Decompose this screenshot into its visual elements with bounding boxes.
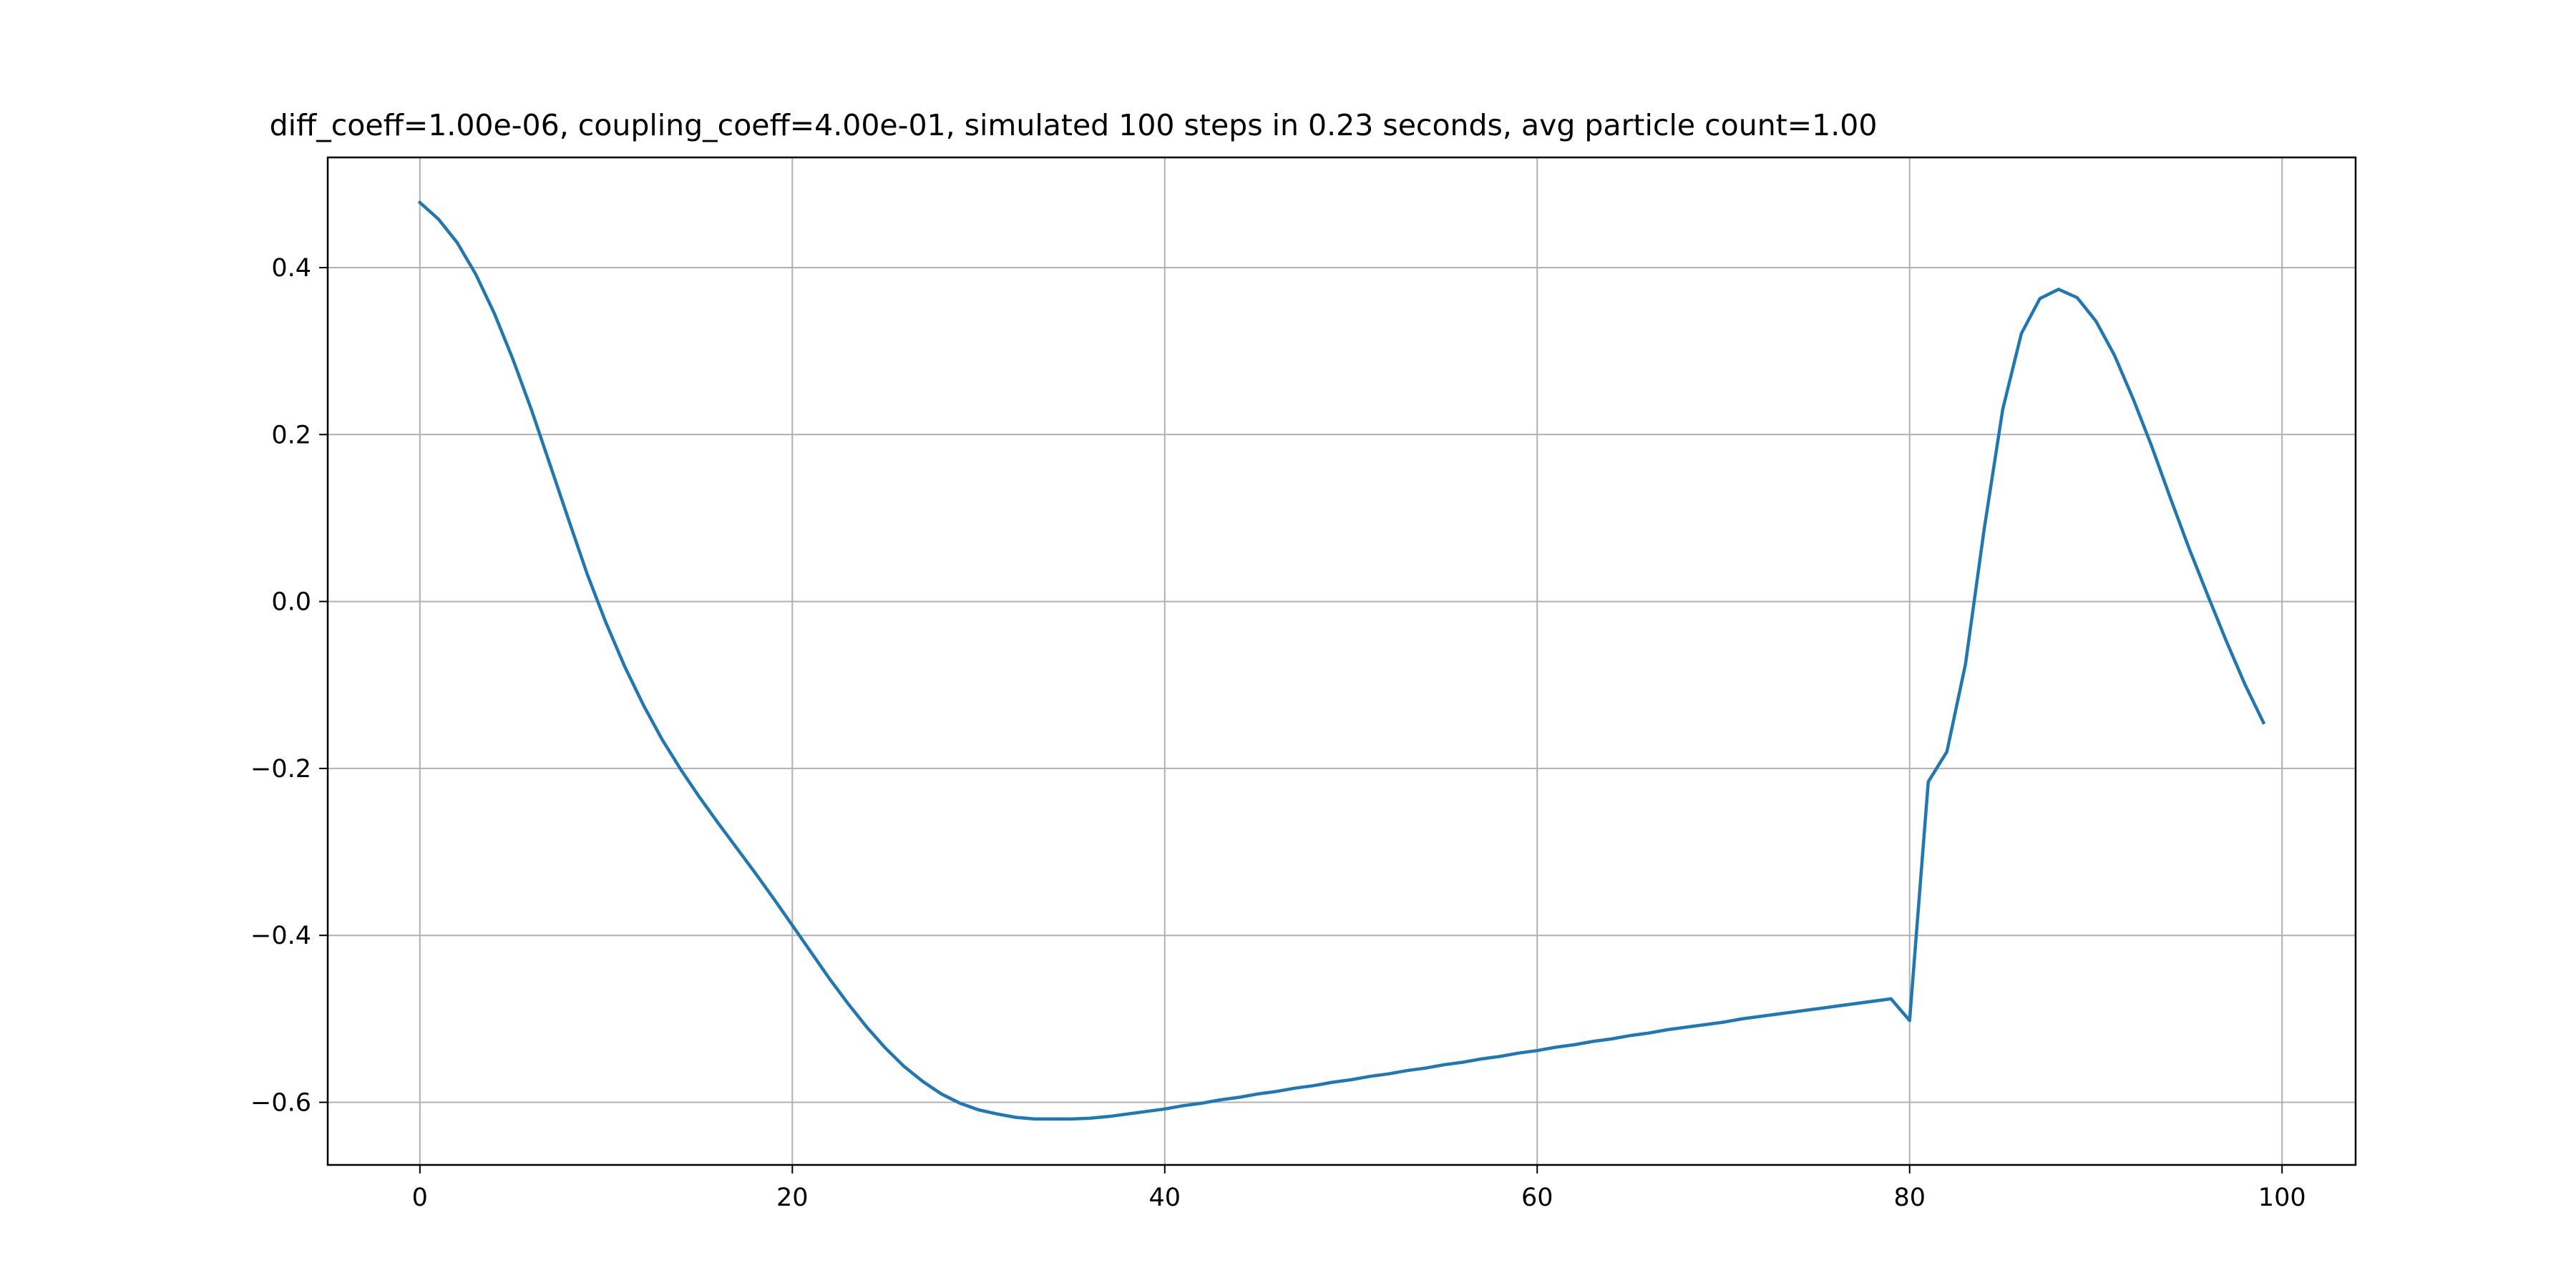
y-tick-label: −0.6	[250, 1089, 311, 1118]
plot-area-frame	[326, 156, 2357, 1166]
y-gridlines	[328, 266, 2356, 1103]
x-tick-label: 100	[2258, 1184, 2306, 1212]
x-tick-label: 80	[1893, 1184, 1926, 1212]
x-tick-label: 60	[1521, 1184, 1553, 1212]
series-layer	[417, 200, 2266, 1121]
series-line	[417, 200, 2266, 1121]
y-tick-label: 0.4	[271, 254, 311, 283]
x-tick-label: 40	[1148, 1184, 1181, 1212]
y-tick-label: 0.2	[271, 421, 311, 449]
x-tick-label: 0	[412, 1184, 428, 1212]
y-axis: −0.6 −0.4 −0.2 0.0 0.2 0.4	[250, 254, 328, 1118]
x-axis: 0 20 40 60 80 100	[412, 1165, 2306, 1212]
y-tick-label: −0.4	[250, 922, 311, 950]
x-tick-label: 20	[776, 1184, 809, 1212]
x-gridlines	[419, 157, 2283, 1165]
y-tick-label: 0.0	[271, 588, 311, 617]
chart-title: diff_coeff=1.00e-06, coupling_coeff=4.00…	[270, 108, 1878, 142]
y-tick-label: −0.2	[250, 755, 311, 784]
